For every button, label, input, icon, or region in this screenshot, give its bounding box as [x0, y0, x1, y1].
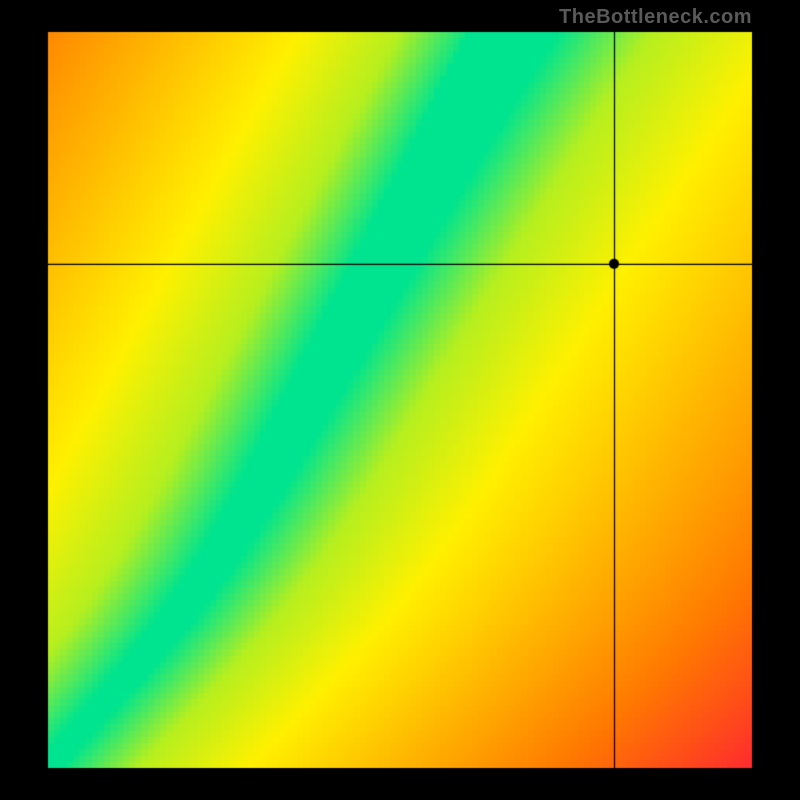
heatmap-canvas: [0, 0, 800, 800]
watermark-text: TheBottleneck.com: [559, 6, 752, 29]
chart-container: TheBottleneck.com: [0, 0, 800, 800]
